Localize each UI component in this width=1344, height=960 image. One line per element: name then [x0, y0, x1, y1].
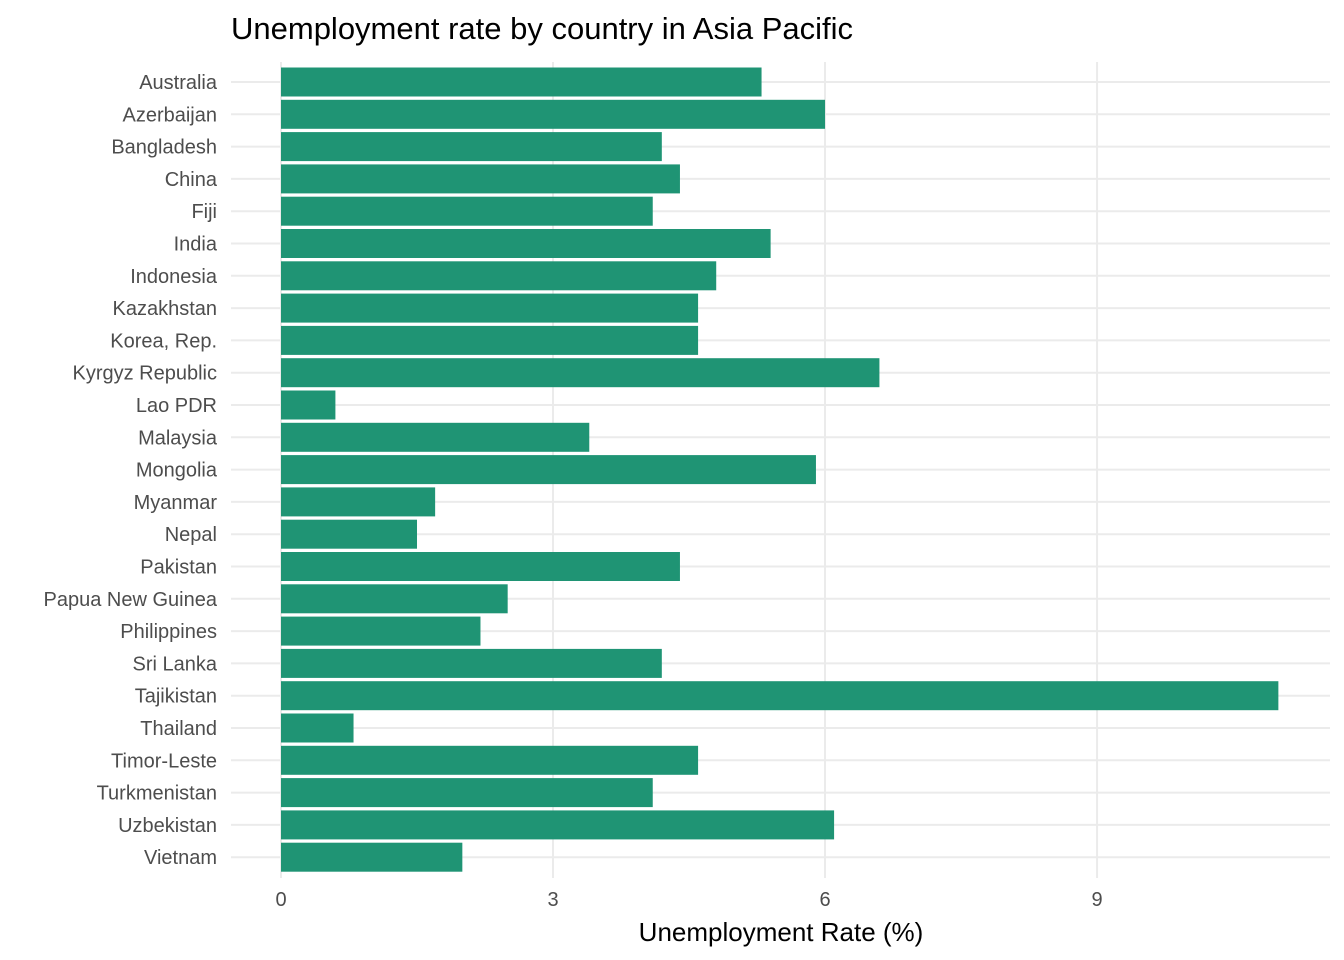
bar-azerbaijan	[281, 99, 826, 129]
bar-kazakhstan	[281, 293, 699, 323]
y-tick-label: Vietnam	[144, 847, 217, 869]
y-tick-label: Philippines	[120, 621, 217, 643]
x-axis-label: Unemployment Rate (%)	[639, 917, 924, 947]
bar-tajikistan	[281, 681, 1279, 711]
bar-turkmenistan	[281, 778, 653, 808]
bar-indonesia	[281, 261, 717, 291]
bar-vietnam	[281, 842, 463, 872]
y-tick-label: Kazakhstan	[112, 298, 217, 320]
x-tick-label: 6	[819, 889, 830, 911]
y-tick-label: Thailand	[140, 718, 217, 740]
y-tick-label: Australia	[139, 72, 218, 94]
x-tick-label: 9	[1091, 889, 1102, 911]
y-tick-label: Indonesia	[130, 266, 218, 288]
bar-uzbekistan	[281, 810, 835, 840]
bar-pakistan	[281, 552, 680, 581]
y-tick-label: Malaysia	[138, 427, 218, 449]
y-tick-label: Mongolia	[136, 460, 218, 482]
y-tick-label: Myanmar	[134, 492, 218, 514]
y-tick-label: Turkmenistan	[97, 783, 217, 805]
bar-mongolia	[281, 455, 816, 485]
y-axis-tick-labels: Australia Azerbaijan Bangladesh China Fiji In…	[44, 72, 218, 869]
bar-australia	[281, 67, 762, 97]
y-tick-label: India	[174, 234, 218, 256]
bar-india	[281, 229, 771, 258]
y-tick-label: China	[165, 169, 218, 191]
y-tick-label: Bangladesh	[111, 137, 217, 159]
y-tick-label: Nepal	[165, 524, 217, 546]
y-tick-label: Tajikistan	[135, 686, 217, 708]
x-tick-label: 0	[275, 889, 286, 911]
bar-china	[281, 164, 680, 194]
y-tick-label: Pakistan	[140, 557, 217, 579]
bar-bangladesh	[281, 132, 662, 162]
y-tick-label: Fiji	[191, 201, 217, 223]
y-tick-label: Korea, Rep.	[110, 330, 217, 352]
bar-timor-leste	[281, 745, 699, 775]
bar-malaysia	[281, 422, 590, 452]
bar-thailand	[281, 713, 354, 743]
y-tick-label: Azerbaijan	[122, 104, 217, 126]
bar-lao-pdr	[281, 390, 336, 420]
y-tick-label: Timor-Leste	[111, 750, 217, 772]
y-tick-label: Lao PDR	[136, 395, 217, 417]
bar-nepal	[281, 519, 418, 549]
y-tick-label: Kyrgyz Republic	[72, 363, 217, 385]
bar-myanmar	[281, 487, 436, 517]
bar-fiji	[281, 196, 653, 226]
bar-kyrgyz-republic	[281, 358, 880, 388]
x-axis-tick-labels: 0 3 6 9	[275, 889, 1102, 911]
bar-philippines	[281, 616, 481, 646]
y-tick-label: Papua New Guinea	[44, 589, 218, 611]
x-tick-label: 3	[547, 889, 558, 911]
chart-title: Unemployment rate by country in Asia Pac…	[231, 11, 853, 46]
bar-sri-lanka	[281, 648, 662, 678]
bar-papua-new-guinea	[281, 584, 508, 614]
bars	[281, 67, 1279, 872]
y-tick-label: Sri Lanka	[133, 653, 218, 675]
bar-korea-rep	[281, 325, 699, 355]
y-tick-label: Uzbekistan	[118, 815, 217, 837]
